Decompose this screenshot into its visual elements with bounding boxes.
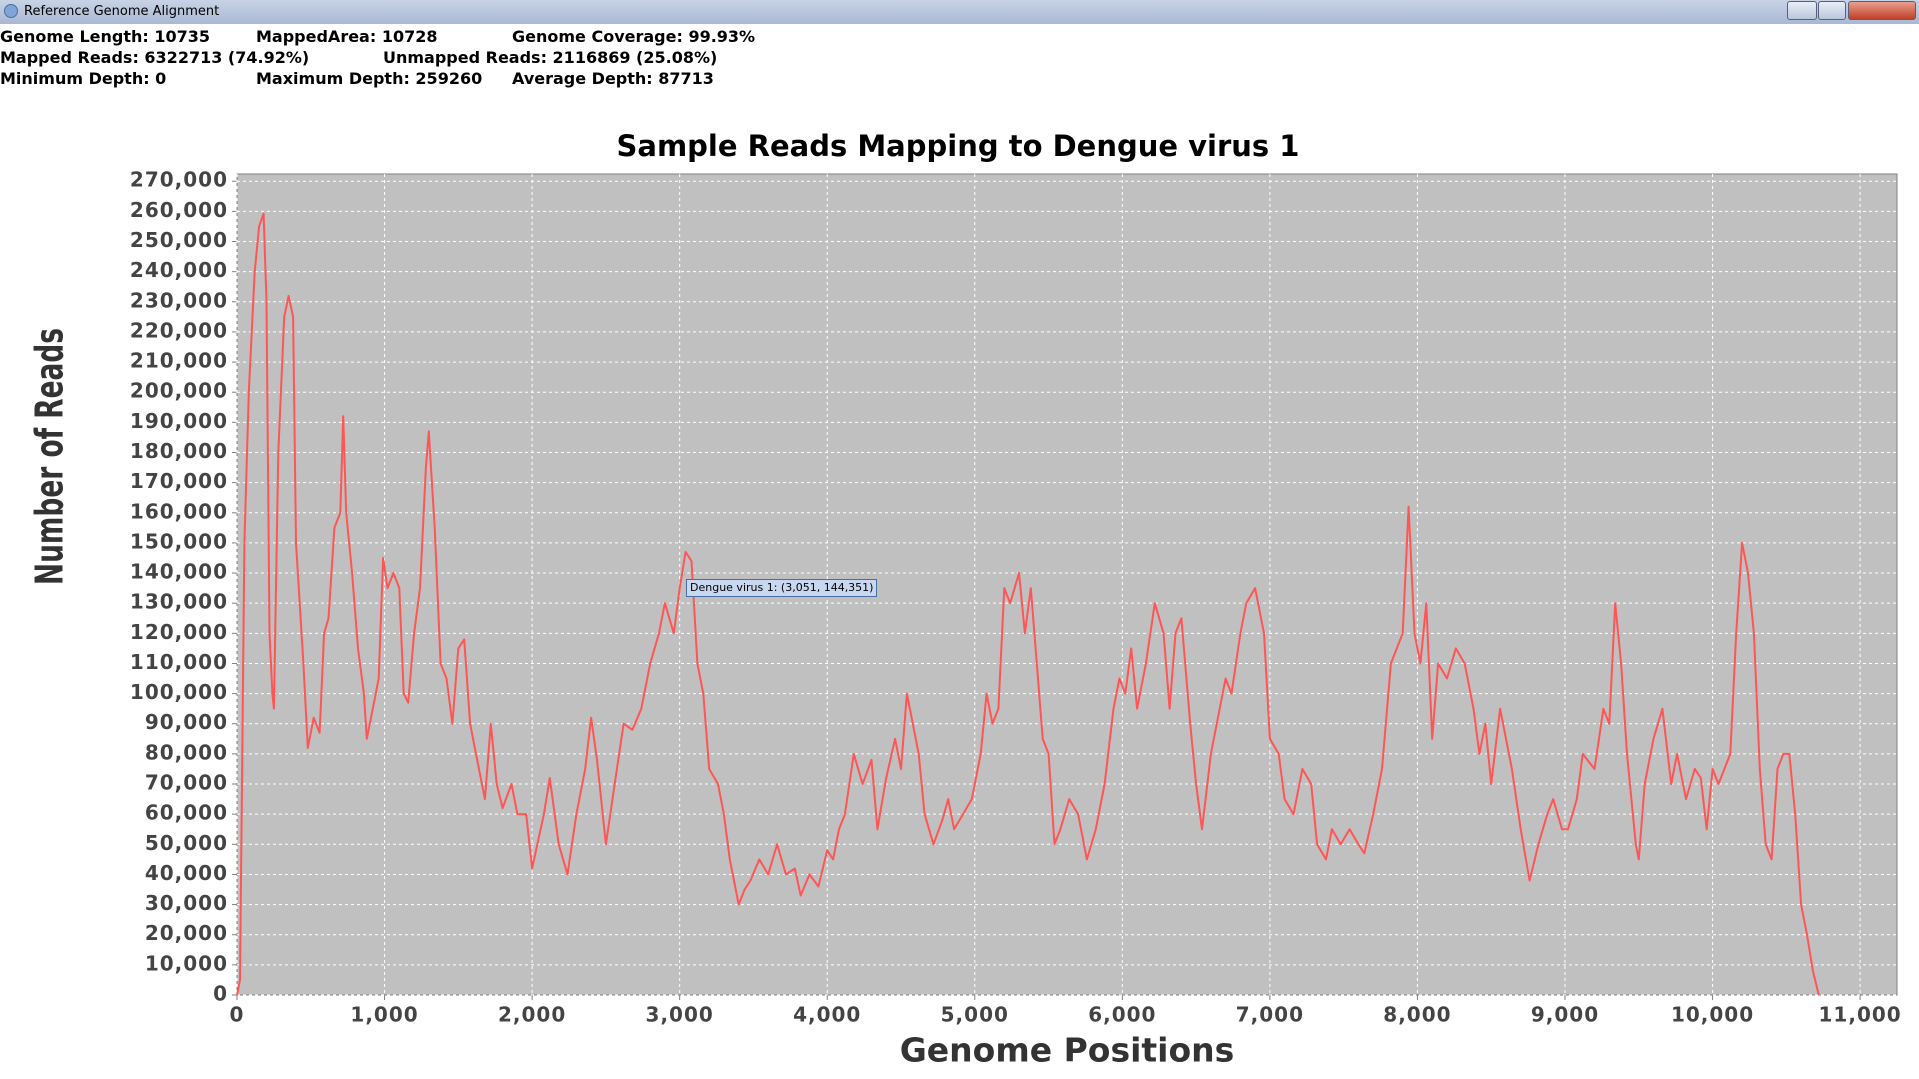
close-button[interactable]	[1848, 1, 1916, 20]
x-tick-label: 6,000	[1088, 1003, 1156, 1027]
y-tick-label: 140,000	[130, 560, 228, 584]
y-tick-label: 90,000	[145, 710, 228, 734]
y-tick-label: 180,000	[130, 439, 228, 463]
y-tick-label: 50,000	[145, 831, 228, 855]
maximize-button[interactable]	[1818, 1, 1846, 20]
info-text: Unmapped Reads: 2116869 (25.08%)	[383, 48, 718, 67]
y-tick-label: 240,000	[130, 258, 228, 282]
plot-area	[236, 173, 1898, 996]
y-tick-label: 100,000	[130, 680, 228, 704]
y-tick-label: 60,000	[145, 801, 228, 825]
x-tick-label: 1,000	[350, 1003, 418, 1027]
x-tick-label: 0	[230, 1003, 245, 1027]
y-tick-label: 260,000	[130, 198, 228, 222]
window-title: Reference Genome Alignment	[24, 4, 220, 19]
x-tick-label: 5,000	[941, 1003, 1009, 1027]
x-axis-label: Genome Positions	[900, 1031, 1235, 1070]
y-tick-label: 130,000	[130, 590, 228, 614]
y-tick-label: 0	[213, 982, 228, 1006]
info-text: MappedArea: 10728	[256, 27, 438, 46]
y-tick-label: 200,000	[130, 379, 228, 403]
info-text: Genome Coverage: 99.93%	[512, 27, 756, 46]
x-tick-label: 8,000	[1383, 1003, 1451, 1027]
y-tick-label: 30,000	[145, 891, 228, 915]
y-tick-label: 120,000	[130, 620, 228, 644]
y-tick-label: 210,000	[130, 349, 228, 373]
y-tick-label: 10,000	[145, 951, 228, 975]
y-tick-label: 20,000	[145, 921, 228, 945]
y-tick-label: 150,000	[130, 529, 228, 553]
y-tick-label: 160,000	[130, 499, 228, 523]
y-tick-label: 80,000	[145, 740, 228, 764]
x-tick-label: 3,000	[646, 1003, 714, 1027]
minimize-button[interactable]	[1787, 1, 1817, 20]
tooltip: Dengue virus 1: (3,051, 144,351)	[686, 579, 878, 597]
y-tick-label: 270,000	[130, 168, 228, 192]
info-text: Maximum Depth: 259260	[256, 69, 483, 88]
y-tick-label: 190,000	[130, 409, 228, 433]
x-tick-label: 2,000	[498, 1003, 566, 1027]
x-tick-label: 7,000	[1236, 1003, 1304, 1027]
y-tick-label: 70,000	[145, 771, 228, 795]
data-line	[236, 212, 1820, 996]
y-axis-label: Number of Reads	[28, 328, 72, 585]
y-tick-label: 40,000	[145, 861, 228, 885]
app-icon	[4, 4, 18, 18]
y-tick-label: 230,000	[130, 288, 228, 312]
y-tick-label: 170,000	[130, 469, 228, 493]
info-text: Average Depth: 87713	[512, 69, 714, 88]
y-tick-label: 110,000	[130, 650, 228, 674]
x-tick-label: 11,000	[1819, 1003, 1902, 1027]
info-text: Minimum Depth: 0	[0, 69, 167, 88]
x-tick-label: 9,000	[1531, 1003, 1599, 1027]
x-tick-label: 4,000	[793, 1003, 861, 1027]
x-tick-label: 10,000	[1671, 1003, 1754, 1027]
y-tick-label: 250,000	[130, 228, 228, 252]
info-text: Genome Length: 10735	[0, 27, 211, 46]
y-tick-label: 220,000	[130, 318, 228, 342]
title-bar: Reference Genome Alignment	[0, 0, 1919, 24]
info-text: Mapped Reads: 6322713 (74.92%)	[0, 48, 310, 67]
chart-title: Sample Reads Mapping to Dengue virus 1	[617, 129, 1300, 163]
